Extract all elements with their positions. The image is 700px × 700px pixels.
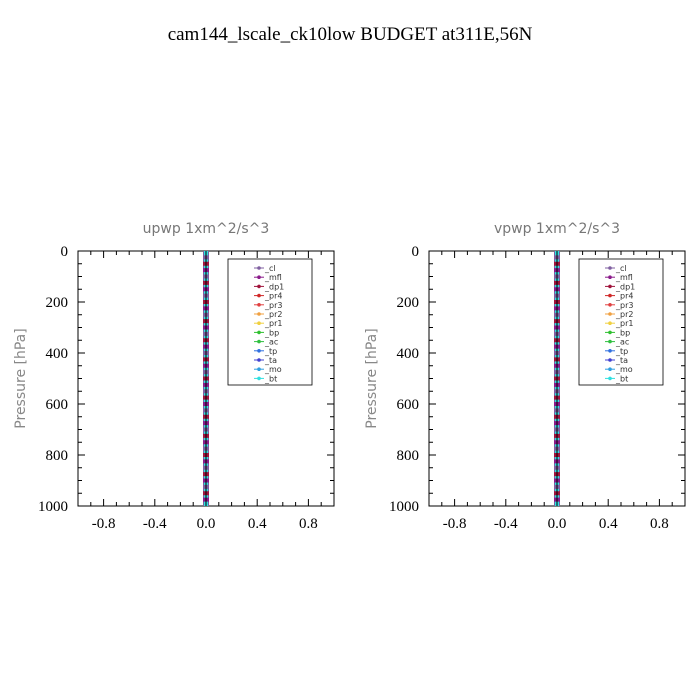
right-panel: vpwp 1xm^2/s^3 -0.8 -0.4 0.0 0.4 0.8 0 200 400 60…	[364, 221, 686, 532]
left-panel: upwp 1xm^2/s^3 -0.8 -0.4 0.0 0.4 0.8 0 200 400 60…	[13, 221, 335, 532]
y-axis-label: Pressure [hPa]	[13, 328, 29, 428]
y-tick-label: 0	[61, 244, 69, 260]
legend-marker	[608, 376, 612, 381]
legend-label: _ta	[615, 356, 628, 365]
legend-marker	[608, 367, 612, 372]
legend-marker	[257, 266, 261, 270]
legend-marker	[257, 293, 261, 298]
y-tick-label: 200	[397, 295, 420, 311]
x-tick-label: -0.8	[92, 516, 116, 532]
legend-label: _cl	[264, 264, 276, 273]
legend-label: _pr3	[615, 301, 633, 310]
legend-marker	[257, 284, 261, 289]
y-tick-label: 800	[46, 448, 69, 464]
legend-label: _bt	[264, 374, 277, 383]
legend-marker	[608, 284, 612, 289]
legend-label: _ac	[264, 338, 278, 347]
x-tick-label: 0.4	[599, 516, 618, 532]
legend-label: _dp1	[615, 282, 635, 291]
y-tick-label: 1000	[38, 499, 68, 515]
y-tick-label: 400	[397, 346, 420, 362]
legend-marker	[608, 349, 612, 353]
legend-box	[578, 258, 664, 386]
legend-marker	[608, 266, 612, 270]
legend-marker	[608, 358, 612, 362]
legend-marker	[608, 339, 612, 344]
y-tick-label: 400	[46, 346, 69, 362]
legend-marker	[257, 275, 261, 280]
legend-marker	[257, 367, 261, 372]
legend-label: _pr3	[264, 301, 282, 310]
legend-marker	[257, 349, 261, 353]
legend-marker	[608, 312, 612, 316]
y-tick-label: 200	[46, 295, 69, 311]
legend-marker	[257, 312, 261, 316]
legend-label: _mo	[264, 365, 282, 374]
legend-label: _pr2	[264, 310, 282, 319]
legend-marker	[257, 321, 261, 326]
legend-label: _pr4	[615, 292, 633, 301]
legend-label: _tp	[264, 347, 277, 356]
y-tick-label: 600	[46, 397, 69, 413]
figure-title: cam144_lscale_ck10low BUDGET at311E,56N	[168, 24, 533, 45]
legend-marker	[257, 339, 261, 344]
legend-marker	[608, 275, 612, 280]
y-tick-label: 0	[412, 244, 420, 260]
legend-marker	[257, 303, 261, 307]
legend-marker	[608, 330, 612, 335]
legend-label: _dp1	[264, 282, 284, 291]
legend-label: _ta	[264, 356, 277, 365]
x-tick-label: 0.0	[197, 516, 216, 532]
x-tick-label: 0.4	[248, 516, 267, 532]
x-tick-label: 0.8	[650, 516, 669, 532]
x-tick-label: 0.0	[548, 516, 567, 532]
legend-marker	[608, 303, 612, 307]
legend-label: _tp	[615, 347, 628, 356]
y-tick-label: 1000	[389, 499, 419, 515]
x-tick-label: 0.8	[299, 516, 318, 532]
legend-label: _mo	[615, 365, 633, 374]
legend-label: _mfl	[615, 273, 633, 282]
legend-marker	[608, 293, 612, 298]
chart-title: vpwp 1xm^2/s^3	[494, 221, 620, 237]
y-tick-label: 800	[397, 448, 420, 464]
legend-label: _pr4	[264, 292, 282, 301]
x-tick-label: -0.8	[443, 516, 467, 532]
legend-label: _mfl	[264, 273, 282, 282]
legend-label: _pr2	[615, 310, 633, 319]
y-axis-label: Pressure [hPa]	[364, 328, 380, 428]
chart-title: upwp 1xm^2/s^3	[143, 221, 270, 237]
legend-label: _ac	[615, 338, 629, 347]
x-tick-label: -0.4	[143, 516, 167, 532]
legend-label: _cl	[615, 264, 627, 273]
legend-marker	[257, 376, 261, 381]
legend-marker	[608, 321, 612, 326]
legend-label: _bp	[615, 328, 630, 337]
y-tick-label: 600	[397, 397, 420, 413]
legend-label: _bt	[615, 374, 628, 383]
legend-label: _bp	[264, 328, 279, 337]
legend-marker	[257, 358, 261, 362]
legend-marker	[257, 330, 261, 335]
legend-box	[227, 258, 313, 386]
legend-label: _pr1	[615, 319, 633, 328]
x-tick-label: -0.4	[494, 516, 518, 532]
legend-label: _pr1	[264, 319, 282, 328]
